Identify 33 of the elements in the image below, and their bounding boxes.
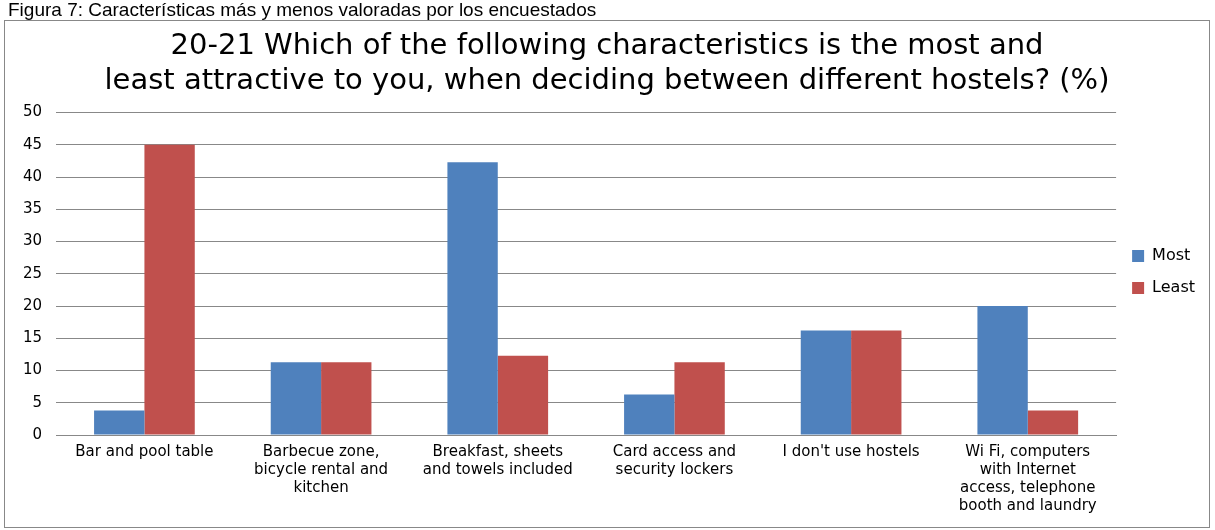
bar: [674, 362, 725, 435]
bar: [321, 362, 372, 435]
bar: [800, 330, 852, 435]
bar: [1027, 410, 1079, 435]
chart-title: 20-21 Which of the following characteristics is the most and least attractive to you, when deciding between different hostels? (%): [104, 26, 1110, 96]
y-tick-label: 20: [22, 295, 43, 314]
y-tick-label: 25: [22, 263, 43, 282]
bar: [851, 330, 902, 435]
x-tick-label: Breakfast, sheets and towels included: [422, 441, 573, 478]
x-tick-label: Bar and pool table: [75, 441, 214, 460]
text: Figura 7: Características más y menos valoradas por los encuestados: [8, 0, 597, 20]
y-tick-label: 50: [22, 102, 43, 121]
y-tick-label: 15: [22, 328, 43, 347]
x-tick-label: Wi Fi, computers with Internet access, telephone booth and laundry: [958, 441, 1097, 514]
y-tick-label: 5: [32, 392, 43, 411]
bar: [497, 355, 549, 435]
y-tick-label: 0: [32, 424, 43, 443]
legend-label: Most: [1152, 245, 1191, 265]
x-tick-label: I don't use hostels: [782, 441, 920, 460]
y-tick-label: 30: [22, 231, 43, 250]
bar: [144, 144, 195, 435]
bar: [270, 362, 322, 435]
x-tick-label: Barbecue zone, bicycle rental and kitchen: [254, 441, 389, 496]
y-tick-label: 40: [22, 166, 43, 185]
bar: [624, 394, 675, 435]
x-tick-label: Card access and security lockers: [612, 441, 737, 478]
bar: [94, 410, 145, 435]
bar: [447, 162, 498, 435]
bar: [977, 306, 1028, 435]
y-tick-label: 10: [22, 360, 43, 379]
y-tick-label: 35: [22, 199, 43, 218]
y-tick-label: 45: [22, 134, 43, 153]
legend-label: Least: [1152, 277, 1195, 297]
